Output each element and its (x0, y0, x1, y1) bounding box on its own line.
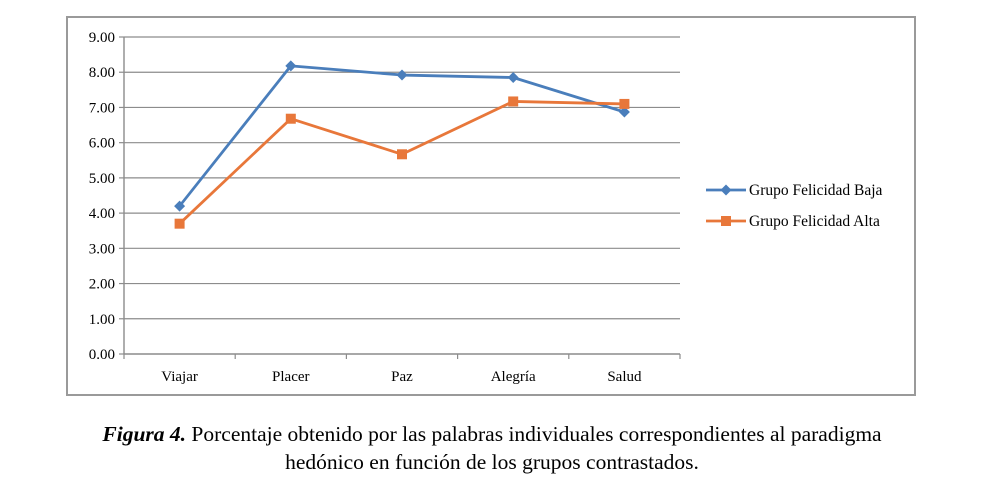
caption-line-1: Porcentaje obtenido por las palabras ind… (186, 422, 882, 446)
data-point (619, 98, 630, 109)
y-tick-label: 7.00 (89, 100, 115, 116)
y-tick-label: 0.00 (89, 347, 115, 363)
axes (119, 36, 681, 359)
series-2 (174, 96, 630, 229)
x-tick-label: Paz (391, 369, 413, 385)
legend-item: Grupo Felicidad Alta (706, 213, 880, 230)
data-point (174, 218, 185, 229)
x-tick-label: Viajar (161, 369, 198, 385)
legend-label: Grupo Felicidad Baja (749, 182, 883, 199)
series-line (178, 64, 625, 207)
legend-marker (720, 184, 732, 196)
y-tick-label: 4.00 (89, 206, 115, 222)
chart-frame (66, 16, 916, 396)
data-point (508, 96, 519, 107)
caption-line-2: hedónico en función de los grupos contra… (285, 450, 699, 474)
x-tick-label: Alegría (491, 369, 536, 385)
data-point (174, 200, 186, 212)
y-tick-label: 2.00 (89, 277, 115, 293)
x-tick-label: Salud (607, 369, 642, 385)
legend-label: Grupo Felicidad Alta (749, 213, 880, 230)
series-lines (174, 60, 630, 229)
y-tick-labels: 0.00 1.00 2.00 3.00 4.00 5.00 6.00 7.00 8.00 9.00 (89, 30, 115, 363)
y-tick-label: 1.00 (89, 312, 115, 328)
data-point (507, 72, 519, 84)
y-tick-label: 9.00 (89, 30, 115, 46)
y-tick-label: 6.00 (89, 136, 115, 152)
gridlines (124, 36, 680, 320)
y-tick-label: 5.00 (89, 171, 115, 187)
legend-marker (721, 216, 731, 226)
data-point (618, 106, 630, 118)
x-tick-label: Placer (272, 369, 309, 385)
series-1 (174, 60, 630, 212)
figure-label: Figura 4. (102, 422, 187, 446)
data-point (285, 113, 296, 124)
legend-item: Grupo Felicidad Baja (706, 182, 883, 199)
legend: Grupo Felicidad Baja Grupo Felicidad Alta (706, 182, 883, 230)
figure-caption: Figura 4. Porcentaje obtenido por las pa… (0, 420, 984, 476)
y-tick-label: 8.00 (89, 65, 115, 81)
data-point (285, 60, 297, 72)
x-tick-labels: Viajar Placer Paz Alegría Salud (161, 369, 642, 385)
data-point (396, 69, 408, 81)
y-tick-label: 3.00 (89, 241, 115, 257)
data-point (397, 149, 407, 160)
